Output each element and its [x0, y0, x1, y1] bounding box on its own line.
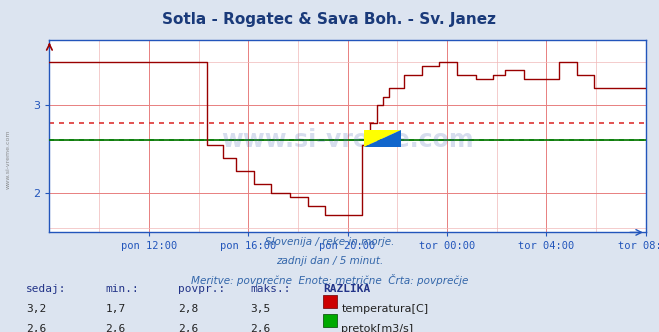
Text: min.:: min.:: [105, 284, 139, 294]
Polygon shape: [364, 130, 401, 147]
Text: 2,6: 2,6: [250, 324, 271, 332]
Text: 2,6: 2,6: [178, 324, 198, 332]
Text: 2,6: 2,6: [105, 324, 126, 332]
Text: temperatura[C]: temperatura[C]: [341, 304, 428, 314]
Text: pretok[m3/s]: pretok[m3/s]: [341, 324, 413, 332]
Text: Slovenija / reke in morje.: Slovenija / reke in morje.: [265, 237, 394, 247]
Text: 1,7: 1,7: [105, 304, 126, 314]
Text: povpr.:: povpr.:: [178, 284, 225, 294]
Text: RAZLIKA: RAZLIKA: [323, 284, 370, 294]
Text: 2,8: 2,8: [178, 304, 198, 314]
Text: www.si-vreme.com: www.si-vreme.com: [221, 128, 474, 152]
Text: zadnji dan / 5 minut.: zadnji dan / 5 minut.: [276, 256, 383, 266]
Text: 3,5: 3,5: [250, 304, 271, 314]
Polygon shape: [364, 130, 401, 147]
Text: Sotla - Rogatec & Sava Boh. - Sv. Janez: Sotla - Rogatec & Sava Boh. - Sv. Janez: [163, 12, 496, 27]
Text: www.si-vreme.com: www.si-vreme.com: [5, 129, 11, 189]
Text: Meritve: povprečne  Enote: metrične  Črta: povprečje: Meritve: povprečne Enote: metrične Črta:…: [191, 274, 468, 286]
Text: 3,2: 3,2: [26, 304, 47, 314]
Text: sedaj:: sedaj:: [26, 284, 67, 294]
Text: 2,6: 2,6: [26, 324, 47, 332]
Text: maks.:: maks.:: [250, 284, 291, 294]
